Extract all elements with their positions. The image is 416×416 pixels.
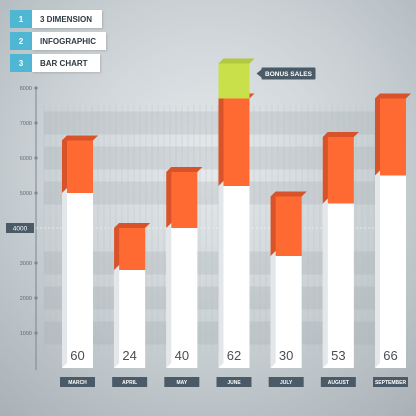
bar-top-segment (62, 140, 93, 193)
bar-base-segment (62, 193, 93, 368)
bar-top-segment (218, 98, 250, 186)
bar-data-label: 62 (227, 348, 241, 363)
y-tick-dot (34, 191, 38, 195)
month-tag (373, 377, 408, 387)
bar-top-side (114, 223, 120, 270)
y-tick-label: 3000 (20, 261, 32, 267)
bar-base-side (322, 198, 328, 368)
callout-pointer (256, 69, 262, 78)
bar-top-face (62, 135, 98, 141)
month-tag (268, 377, 304, 387)
month-tag (320, 377, 356, 387)
x-tick-label: MAY (177, 380, 188, 386)
bar-top-segment (322, 137, 354, 204)
bar-base-segment (114, 270, 146, 368)
bars (62, 58, 411, 368)
bonus-top-face (218, 58, 255, 64)
y-tick-dot (34, 121, 38, 125)
y-tick-label: 7000 (20, 121, 32, 127)
bar-base-segment (270, 256, 302, 368)
bar-top-segment (270, 196, 302, 256)
bar-data-label: 30 (279, 348, 293, 363)
y-tick-dot (34, 331, 38, 335)
legend-number: 3 (10, 54, 32, 72)
bar-base-side (375, 170, 380, 368)
y-tick-label: 2000 (20, 296, 32, 302)
bar-top-side (322, 132, 328, 204)
bar-data-label: 24 (122, 348, 136, 363)
bar-top-side (375, 93, 380, 176)
bar-base-segment (375, 175, 406, 368)
y-tick-label: 6000 (20, 156, 32, 162)
bar-top-face (375, 93, 411, 99)
x-tick-label: AUGUST (328, 380, 349, 386)
legend-item: 2 INFOGRAPHIC (10, 32, 106, 50)
callout-label: BONUS SALES (265, 71, 313, 78)
bar-base-segment (166, 228, 198, 368)
y-tick-dot (34, 86, 38, 90)
reference-tag (6, 223, 34, 233)
month-tag (60, 377, 95, 387)
bar-top-face (114, 223, 151, 228)
month-tag (164, 377, 200, 387)
legend-item: 1 3 DIMENSION (10, 10, 106, 28)
bonus-segment (218, 63, 250, 99)
bar-base-side (62, 188, 67, 368)
bar-top-segment (166, 172, 198, 228)
y-tick-label: 1000 (20, 331, 32, 337)
legend-label: INFOGRAPHIC (32, 32, 106, 50)
bar-base-segment (322, 203, 354, 368)
x-tick-label: APRIL (122, 380, 137, 386)
bar-top-face (166, 167, 203, 172)
month-tag (216, 377, 252, 387)
legend-number: 2 (10, 32, 32, 50)
y-tick-dot (34, 296, 38, 300)
bar-base-side (114, 265, 120, 368)
bar-data-label: 40 (175, 348, 189, 363)
legend-number: 1 (10, 10, 32, 28)
x-tick-label: MARCH (68, 380, 87, 386)
x-tick-label: JUNE (227, 380, 241, 386)
x-tick-label: JULY (280, 380, 293, 386)
bar-top-segment (114, 228, 146, 270)
reference-label: 4000 (13, 225, 28, 232)
bar-data-label: 66 (383, 348, 397, 363)
bar-base-side (270, 251, 276, 368)
bar-base-side (166, 223, 172, 368)
bar-top-side (270, 191, 276, 256)
y-tick-dot (34, 156, 38, 160)
bar-data-label: 60 (70, 348, 84, 363)
legend-label: 3 DIMENSION (32, 10, 103, 28)
bar-top-face (270, 191, 307, 197)
x-tick-label: SEPTEMBER (375, 380, 407, 386)
bar-base-segment (218, 186, 250, 368)
month-tag (112, 377, 148, 387)
y-tick-label: 5000 (20, 191, 32, 197)
legend: 1 3 DIMENSION 2 INFOGRAPHIC 3 BAR CHART (10, 10, 106, 76)
y-tick-label: 8000 (20, 86, 32, 92)
bar-base-side (218, 181, 224, 368)
bar-top-side (218, 93, 224, 186)
bar-top-face (322, 132, 359, 137)
bar-top-side (62, 135, 67, 193)
callout-box (261, 67, 316, 80)
bar-top-side (166, 167, 172, 228)
bar-top-segment (375, 98, 406, 176)
legend-item: 3 BAR CHART (10, 54, 106, 72)
labels: 60 MARCH 24 APRIL 40 MAY 62 JUNE BONUS SALES 30 JU… (60, 67, 408, 387)
y-tick-dot (34, 261, 38, 265)
bar-data-label: 53 (331, 348, 345, 363)
legend-label: BAR CHART (32, 54, 100, 72)
